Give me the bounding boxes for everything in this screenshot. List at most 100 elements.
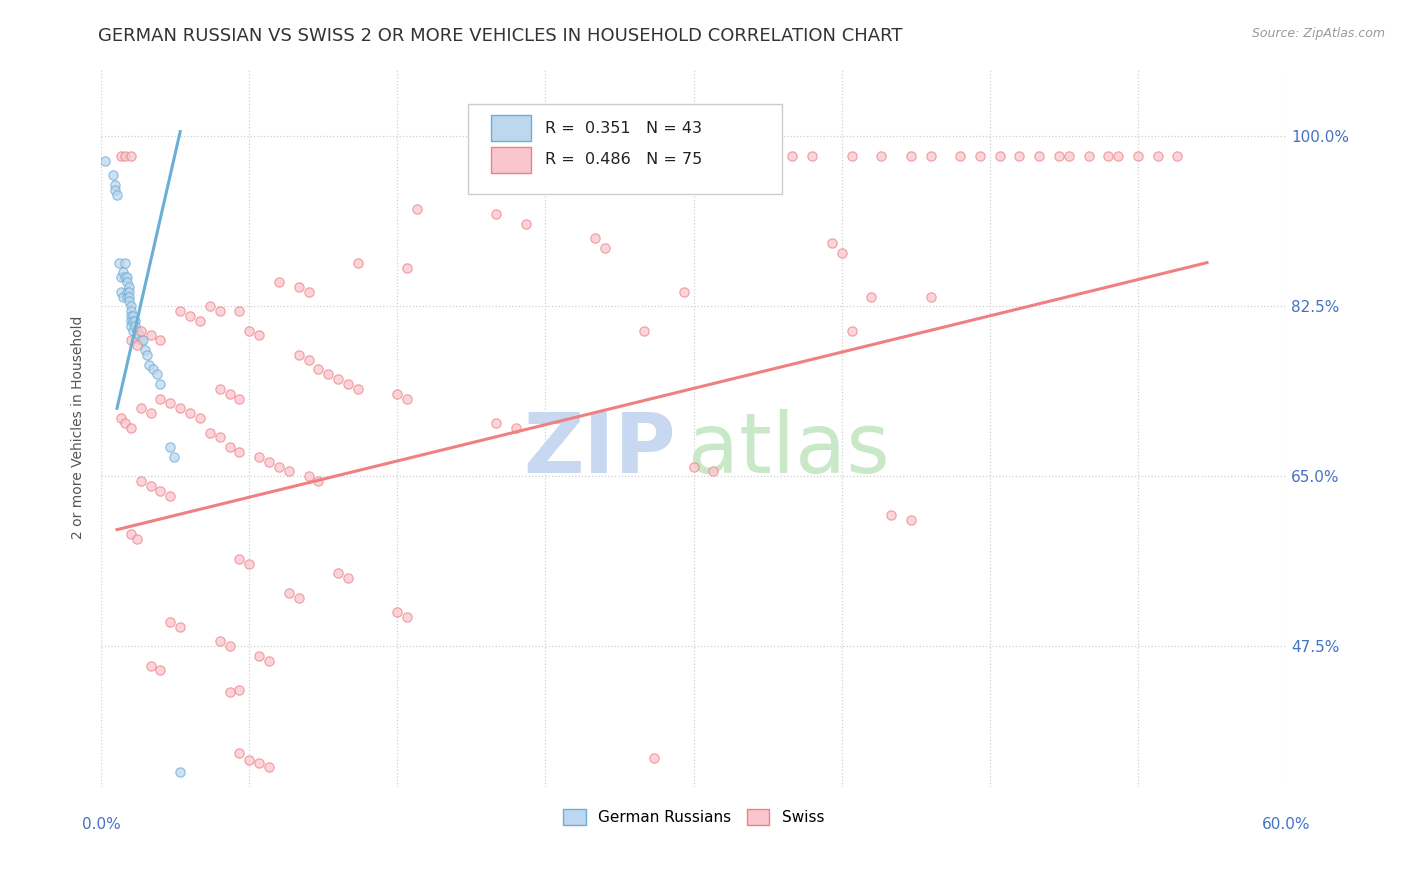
Point xyxy=(969,149,991,163)
Point xyxy=(218,639,240,653)
Point xyxy=(1028,149,1050,163)
Point xyxy=(115,290,138,304)
FancyBboxPatch shape xyxy=(491,147,531,173)
Point xyxy=(129,401,152,416)
Point xyxy=(870,149,893,163)
Point xyxy=(247,756,270,770)
Point xyxy=(120,304,142,318)
Point xyxy=(139,479,162,493)
Point xyxy=(821,236,844,251)
Point xyxy=(120,309,142,323)
Text: 0.0%: 0.0% xyxy=(82,817,121,832)
Point xyxy=(149,376,172,391)
Point xyxy=(347,382,370,396)
Point xyxy=(159,440,181,454)
Point xyxy=(121,314,143,328)
Y-axis label: 2 or more Vehicles in Household: 2 or more Vehicles in Household xyxy=(72,316,86,540)
Point xyxy=(307,474,329,488)
Point xyxy=(328,372,350,386)
Point xyxy=(131,334,153,348)
Point xyxy=(801,149,824,163)
Point xyxy=(485,416,508,430)
Point xyxy=(121,309,143,323)
Legend: German Russians, Swiss: German Russians, Swiss xyxy=(555,802,832,833)
Point xyxy=(104,183,127,197)
Point xyxy=(111,265,134,279)
FancyBboxPatch shape xyxy=(468,104,783,194)
Point xyxy=(247,450,270,464)
Point xyxy=(169,304,191,318)
Point xyxy=(406,202,429,217)
Point xyxy=(138,358,160,372)
Point xyxy=(920,149,942,163)
Point xyxy=(841,149,863,163)
Point xyxy=(139,658,162,673)
Point xyxy=(105,187,128,202)
Point xyxy=(198,425,221,440)
Point xyxy=(198,299,221,313)
Point xyxy=(188,314,211,328)
Point xyxy=(110,411,132,425)
Point xyxy=(125,533,148,547)
Point xyxy=(247,648,270,663)
Point xyxy=(111,290,134,304)
Point xyxy=(1057,149,1080,163)
Point xyxy=(238,753,260,767)
Point xyxy=(169,401,191,416)
Point xyxy=(129,474,152,488)
Point xyxy=(347,255,370,269)
Point xyxy=(228,682,250,697)
Point xyxy=(218,386,240,401)
Point xyxy=(120,334,142,348)
Point xyxy=(149,392,172,406)
Point xyxy=(128,328,150,343)
Point xyxy=(218,440,240,454)
Point xyxy=(118,285,141,299)
Point xyxy=(297,352,319,367)
Point xyxy=(387,386,409,401)
Point xyxy=(169,765,191,780)
Point xyxy=(880,508,903,522)
Point xyxy=(583,231,606,245)
Point xyxy=(149,664,172,678)
Point xyxy=(139,406,162,420)
Point xyxy=(900,513,922,527)
Point xyxy=(307,362,329,376)
Point xyxy=(228,392,250,406)
Point xyxy=(949,149,972,163)
Point xyxy=(121,324,143,338)
Point xyxy=(267,459,290,474)
Point xyxy=(124,318,146,333)
Point xyxy=(297,469,319,483)
Point xyxy=(115,285,138,299)
Point xyxy=(593,241,616,255)
Point xyxy=(328,566,350,581)
Point xyxy=(188,411,211,425)
Point xyxy=(118,294,141,309)
Point xyxy=(120,299,142,313)
Point xyxy=(134,343,156,357)
Point xyxy=(1107,149,1129,163)
Point xyxy=(179,406,201,420)
Point xyxy=(129,334,152,348)
Point xyxy=(228,551,250,566)
Point xyxy=(643,750,665,764)
Point xyxy=(228,746,250,760)
Point xyxy=(139,328,162,343)
Point xyxy=(1097,149,1119,163)
Point xyxy=(114,270,136,285)
Point xyxy=(247,328,270,343)
Point xyxy=(337,571,360,585)
Text: Source: ZipAtlas.com: Source: ZipAtlas.com xyxy=(1251,27,1385,40)
Point xyxy=(1126,149,1149,163)
Text: 60.0%: 60.0% xyxy=(1261,817,1310,832)
Point xyxy=(267,275,290,289)
Point xyxy=(135,348,157,362)
Point xyxy=(702,464,724,478)
Point xyxy=(142,362,165,376)
Point xyxy=(145,368,167,382)
Point xyxy=(1166,149,1188,163)
Point xyxy=(782,149,804,163)
Point xyxy=(208,382,231,396)
Point xyxy=(485,207,508,221)
